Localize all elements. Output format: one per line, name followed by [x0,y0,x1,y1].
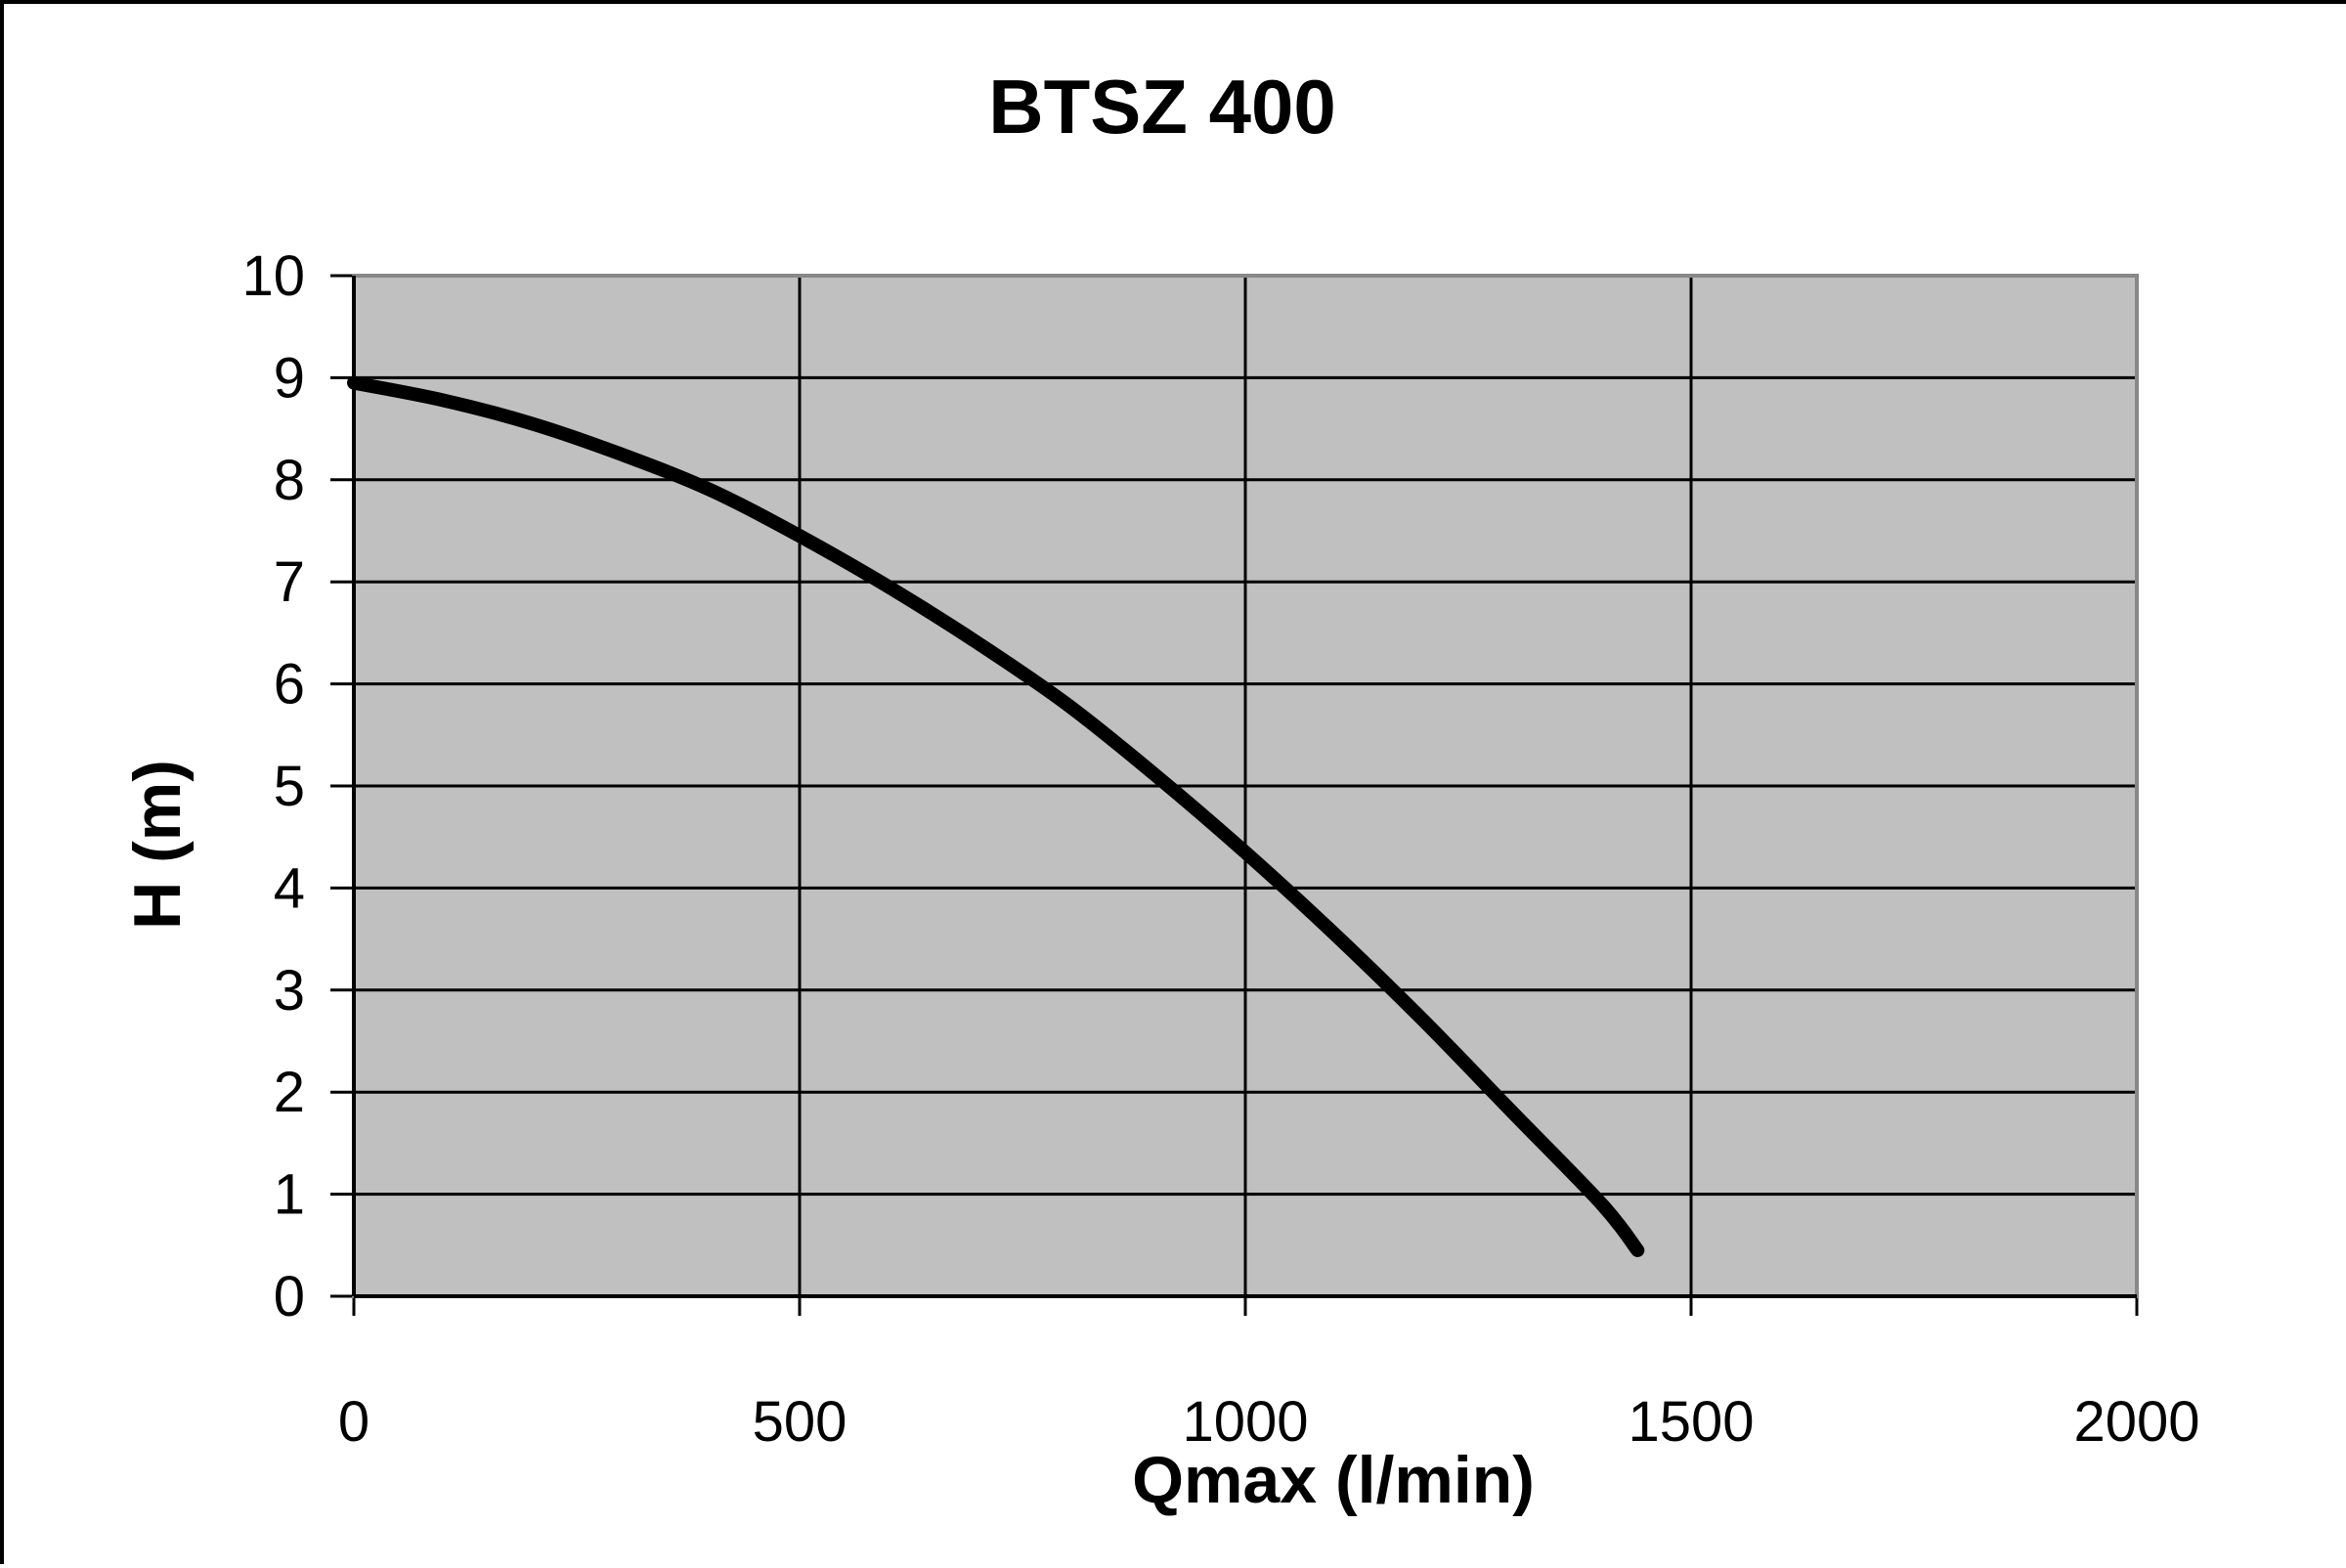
y-tick-label: 9 [274,346,305,410]
y-tick-label: 8 [274,449,305,512]
x-tick-label: 0 [338,1390,369,1454]
pump-curve-chart: BTSZ 400 0 1 2 3 4 5 6 7 8 9 10 0 500 1000 1500 2000 Qm… [120,64,2200,1517]
axes [330,274,2139,1316]
y-tick-label: 1 [274,1163,305,1227]
y-tick-label: 3 [274,959,305,1023]
x-axis-label: Qmax (l/min) [1132,1443,1535,1517]
y-tick-label: 6 [274,653,305,717]
y-tick-label: 4 [274,856,305,920]
y-tick-label: 2 [274,1061,305,1124]
chart-title: BTSZ 400 [988,64,1335,150]
y-tick-label: 10 [241,244,305,308]
tick-labels: 0 1 2 3 4 5 6 7 8 9 10 0 500 1000 1500 2000 [241,244,2199,1454]
y-axis-label: H (m) [120,760,195,930]
series-line-head-curve [347,375,1645,1257]
x-tick-label: 1500 [1628,1390,1754,1454]
y-tick-label: 5 [274,755,305,818]
x-tick-label: 2000 [2073,1390,2199,1454]
x-tick-label: 500 [753,1390,847,1454]
y-tick-label: 7 [274,550,305,614]
y-tick-label: 0 [274,1265,305,1328]
series-layer [347,375,1645,1257]
x-tick-label: 1000 [1182,1390,1308,1454]
